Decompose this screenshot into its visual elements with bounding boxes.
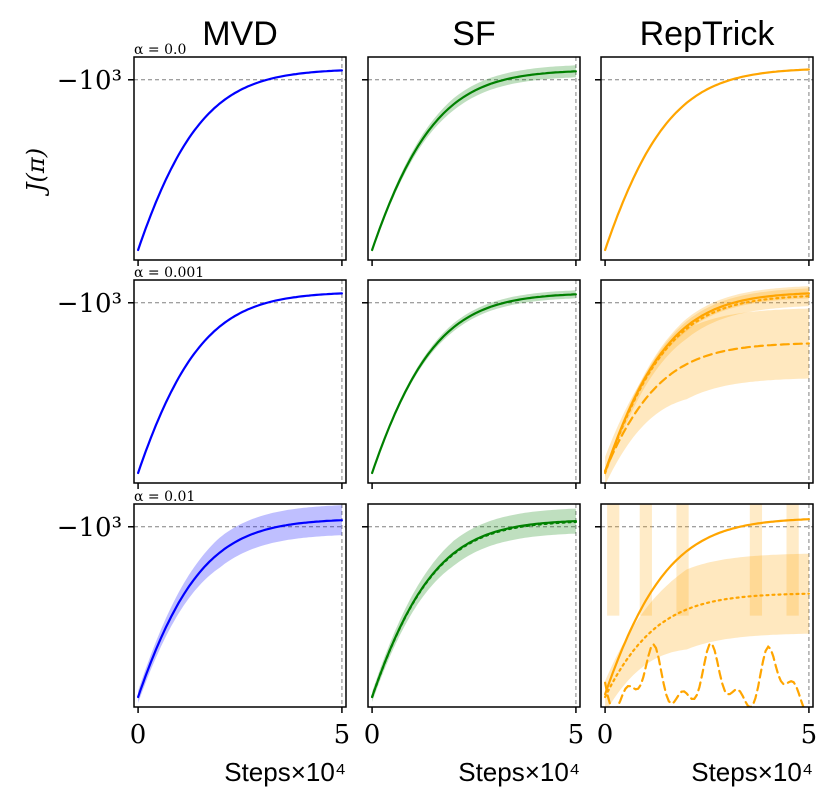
panel-reptrick-row2: 0 5 Steps×10⁴ [595,503,818,787]
variance-spike [749,504,763,616]
series-line-solid [137,292,343,475]
panel-data [371,65,577,253]
panel-mvd-row0: −10³ [57,56,347,266]
panel-data [137,292,343,475]
x-axis-label: Steps×10⁴ [224,757,346,787]
panel-data [371,290,577,475]
variance-spike [676,504,689,616]
variance-spike [639,504,652,616]
series-line-dashed [604,642,805,707]
panel-frame [367,279,581,484]
panel-frame [367,503,581,708]
series-line-dotted [604,592,810,699]
panel-sf-row0 [362,56,581,266]
variance-spike [607,504,620,616]
panel-data [137,69,343,252]
series-band-dashed [605,308,809,483]
row-label-alpha: α = 0.0 [134,42,186,58]
column-title-mvd: MVD [202,15,278,53]
series-line-solid [604,518,810,696]
series-band-solid [138,505,342,703]
y-tick-label: −10³ [57,66,122,96]
panel-frame [600,503,814,708]
panel-frame [367,56,581,261]
panel-data [604,68,810,252]
panel-sf-row2: 0 5 Steps×10⁴ [362,503,585,787]
series-band-solid [372,290,576,475]
y-axis-label: J(π) [22,148,50,197]
x-tick-label: 0 [130,720,147,750]
panel-reptrick-row1 [595,279,814,489]
series-line-solid [137,69,343,252]
series-line-dotted [604,295,810,475]
series-band-dotted [605,286,809,477]
panel-frame [133,279,347,484]
series-line-dashed [604,342,810,472]
y-tick-label: −10³ [57,289,122,319]
series-band-dotted [605,553,809,707]
column-title-reptrick: RepTrick [640,15,776,53]
row-label-alpha: α = 0.01 [134,489,195,505]
panel-sf-row1 [362,279,581,489]
variance-spike [786,504,799,616]
panel-frame [133,503,347,708]
row-label-alpha: α = 0.001 [134,265,204,281]
panel-mvd-row2: −10³ 0 5 Steps×10⁴ [57,503,351,787]
series-line-solid [371,70,577,252]
panel-mvd-row1: −10³ [57,279,347,489]
x-axis-label: Steps×10⁴ [458,757,580,787]
x-tick-label: 0 [597,720,614,750]
panel-frame [600,279,814,484]
x-axis-label: Steps×10⁴ [691,757,813,787]
x-tick-label: 0 [364,720,381,750]
series-band-solid [372,508,576,702]
panel-data [604,504,810,707]
x-tick-label: 5 [334,720,351,750]
x-tick-label: 5 [801,720,818,750]
panel-data [137,505,343,703]
series-band-solid [372,65,576,253]
series-line-solid [371,293,577,475]
series-line-solid [604,68,810,252]
panel-data [371,508,577,702]
panel-frame [133,56,347,261]
series-line-solid [137,519,343,699]
x-tick-label: 5 [568,720,585,750]
y-tick-label: −10³ [57,513,122,543]
panel-frame [600,56,814,261]
panel-data [604,286,810,483]
column-title-sf: SF [452,15,495,53]
panel-reptrick-row0 [595,56,814,266]
